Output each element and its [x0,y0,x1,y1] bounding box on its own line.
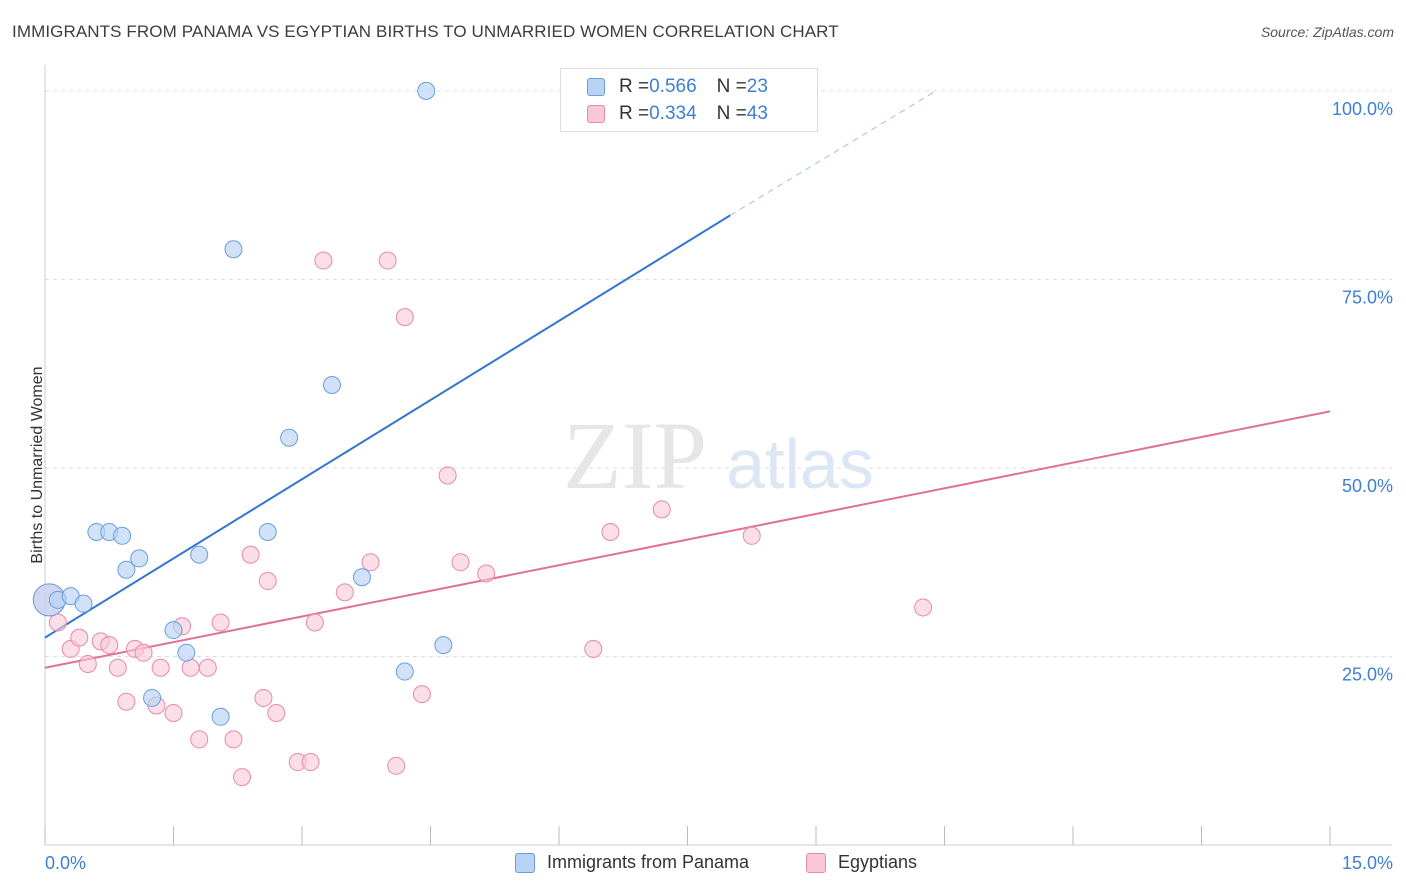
bottom-legend-egyptians: Egyptians [806,852,917,873]
trend-lines [44,90,1331,669]
trend-line-egyptians [44,410,1331,669]
data-point-egyptians [100,636,119,655]
data-point-egyptians [70,628,89,647]
trend-line-immigrants-from-panama [44,214,731,639]
legend-n-label: N = [716,103,747,124]
data-point-egyptians [134,643,153,662]
data-point-egyptians [412,685,431,704]
data-point-egyptians [305,613,324,632]
data-point-egyptians [477,564,496,583]
data-point-immigrants-from-panama [352,568,371,587]
data-point-egyptians [117,692,136,711]
legend-r-label: R = [619,103,650,124]
data-point-immigrants-from-panama [177,643,196,662]
watermark: ZIP atlas [563,402,874,509]
data-point-egyptians [314,251,333,270]
data-point-egyptians [378,251,397,270]
data-point-egyptians [451,553,470,572]
data-point-egyptians [254,688,273,707]
data-point-immigrants-from-panama [417,81,436,100]
x-tick-label-max: 15.0% [1342,853,1393,873]
legend-n-label: N = [716,76,747,97]
data-point-immigrants-from-panama [211,707,230,726]
data-point-immigrants-from-panama [164,621,183,640]
data-point-egyptians [48,613,67,632]
data-point-egyptians [301,753,320,772]
data-point-egyptians [258,572,277,591]
data-point-immigrants-from-panama [322,375,341,394]
data-point-egyptians [438,466,457,485]
legend-r-label: R = [619,76,650,97]
legend-row-immigrants-from-panama: R = 0.566 N = 23 [587,75,768,99]
legend-n-value: 23 [746,76,768,97]
data-point-egyptians [78,655,97,674]
watermark-zip: ZIP [563,402,707,509]
bottom-legend-label: Egyptians [838,852,918,872]
data-point-immigrants-from-panama [190,545,209,564]
watermark-atlas: atlas [726,425,874,503]
y-tick-label: 100.0% [1332,99,1393,119]
data-point-immigrants-from-panama [143,688,162,707]
data-point-egyptians [224,730,243,749]
series-immigrants-from-panama [32,81,706,726]
y-tick-label: 50.0% [1342,476,1393,496]
data-point-egyptians [164,704,183,723]
x-tick-label-min: 0.0% [45,853,86,873]
bottom-legend-immigrants-from-panama: Immigrants from Panama [515,852,749,873]
data-point-immigrants-from-panama [224,240,243,259]
data-point-immigrants-from-panama [258,523,277,542]
gridlines [45,90,1392,657]
data-point-egyptians [361,553,380,572]
data-point-egyptians [601,523,620,542]
data-point-egyptians [652,500,671,519]
correlation-legend: R = 0.566 N = 23 R = 0.334 N = 43 [560,68,818,132]
chart-title: IMMIGRANTS FROM PANAMA VS EGYPTIAN BIRTH… [12,22,839,41]
data-point-egyptians [335,583,354,602]
data-point-egyptians [233,768,252,787]
data-point-egyptians [190,730,209,749]
data-point-egyptians [584,639,603,658]
data-point-egyptians [181,658,200,677]
bottom-legend-swatch-pink [806,852,826,873]
data-point-egyptians [198,658,217,677]
legend-swatch-blue [587,78,605,96]
data-point-egyptians [742,526,761,545]
data-point-immigrants-from-panama [434,636,453,655]
y-axis-label: Births to Unmarried Women [29,366,46,564]
legend-row-egyptians: R = 0.334 N = 43 [587,102,768,126]
data-point-immigrants-from-panama [130,549,149,568]
data-point-egyptians [387,756,406,775]
data-point-immigrants-from-panama [117,560,136,579]
legend-swatch-pink [587,105,605,123]
data-point-egyptians [241,545,260,564]
data-point-immigrants-from-panama [74,594,93,613]
legend-r-value: 0.334 [649,103,697,124]
data-point-immigrants-from-panama [395,662,414,681]
bottom-legend-swatch-blue [515,852,535,873]
axes [44,65,1392,846]
tick-labels: 25.0% 50.0% 75.0% 100.0% 0.0% 15.0% [45,99,1393,873]
y-tick-label: 25.0% [1342,664,1393,684]
legend-r-value: 0.566 [649,76,697,97]
source-label: Source: ZipAtlas.com [1260,24,1394,40]
data-point-egyptians [914,598,933,617]
data-point-egyptians [108,658,127,677]
data-point-egyptians [267,704,286,723]
data-point-egyptians [211,613,230,632]
legend-n-value: 43 [746,103,768,124]
data-point-immigrants-from-panama [113,526,132,545]
trend-line-extension-immigrants-from-panama [730,90,937,216]
data-point-immigrants-from-panama [280,428,299,447]
series-egyptians [32,251,933,787]
y-tick-label: 75.0% [1342,287,1393,307]
data-point-egyptians [151,658,170,677]
bottom-legend-label: Immigrants from Panama [547,852,750,872]
data-point-egyptians [395,308,414,327]
